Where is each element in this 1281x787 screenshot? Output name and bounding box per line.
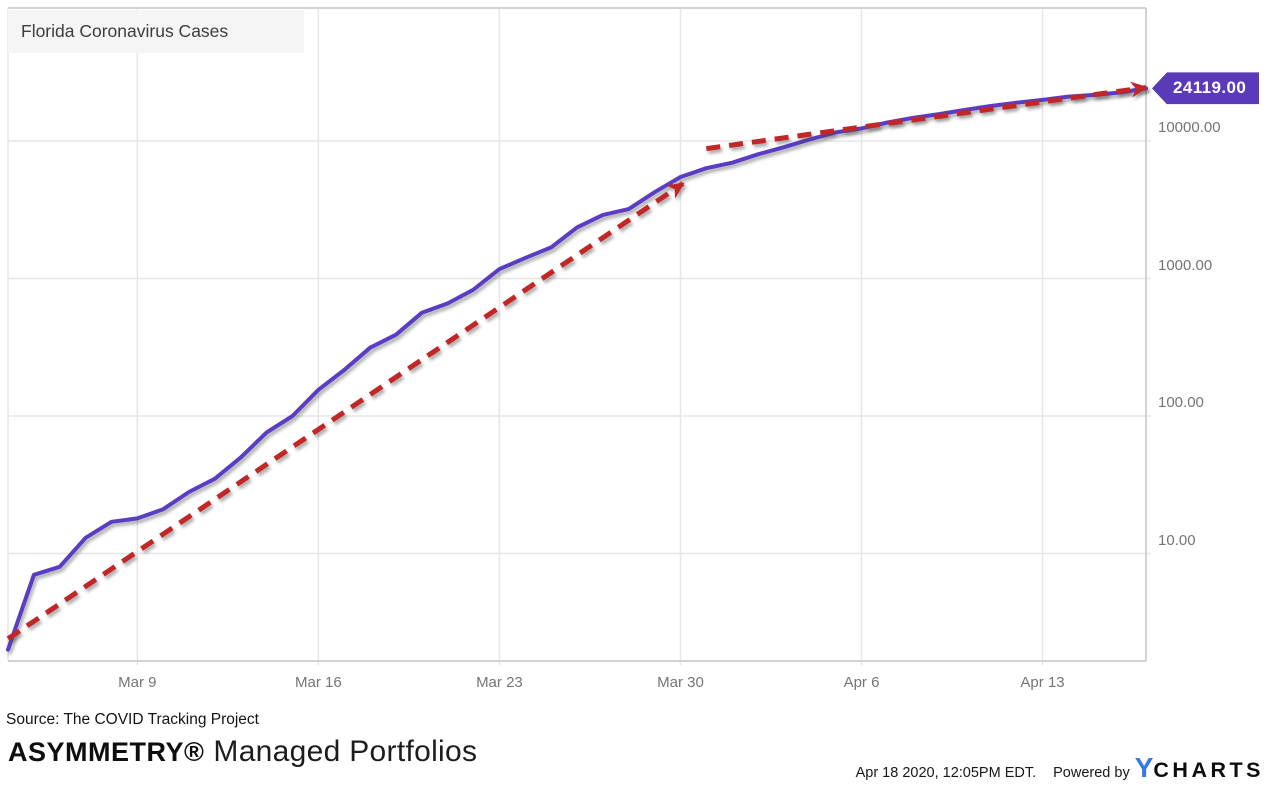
timestamp-text: Apr 18 2020, 12:05PM EDT. bbox=[855, 765, 1037, 781]
x-axis-label: Mar 16 bbox=[295, 674, 342, 691]
x-axis-label: Mar 9 bbox=[118, 674, 157, 691]
chart-title-box: Florida Coronavirus Cases bbox=[8, 10, 304, 53]
ycharts-y-icon: Y bbox=[1134, 752, 1154, 783]
chart-title: Florida Coronavirus Cases bbox=[21, 21, 229, 41]
trend-arrow bbox=[705, 81, 1148, 152]
brand-footer: ASYMMETRY® Managed Portfolios bbox=[8, 735, 477, 769]
brand-asymmetry: ASYMMETRY® bbox=[8, 737, 205, 767]
ycharts-logo: Y CHARTS bbox=[1135, 752, 1264, 784]
y-axis-label: 10000.00 bbox=[1158, 119, 1221, 136]
x-axis-label: Mar 30 bbox=[657, 674, 704, 691]
ycharts-wordmark: CHARTS bbox=[1153, 758, 1264, 782]
last-value-label: 24119.00 bbox=[1173, 78, 1247, 98]
x-axis-label: Mar 23 bbox=[476, 674, 523, 691]
line-chart bbox=[6, 7, 1151, 665]
x-axis-label: Apr 13 bbox=[1020, 674, 1065, 691]
y-axis-label: 100.00 bbox=[1158, 394, 1204, 411]
powered-by-text: Powered by bbox=[1053, 765, 1130, 781]
cases-series-line bbox=[6, 86, 1148, 652]
x-axis-label: Apr 6 bbox=[843, 674, 880, 691]
brand-managed-portfolios: Managed Portfolios bbox=[213, 735, 478, 768]
y-axis-label: 10.00 bbox=[1158, 531, 1196, 549]
source-note: Source: The COVID Tracking Project bbox=[6, 711, 259, 728]
trend-arrow bbox=[6, 181, 685, 641]
last-value-badge: 24119.00 bbox=[1152, 72, 1260, 105]
y-axis-label: 1000.00 bbox=[1158, 256, 1213, 274]
timestamp-footer: Apr 18 2020, 12:05PM EDT. Powered by Y C… bbox=[856, 752, 1264, 784]
